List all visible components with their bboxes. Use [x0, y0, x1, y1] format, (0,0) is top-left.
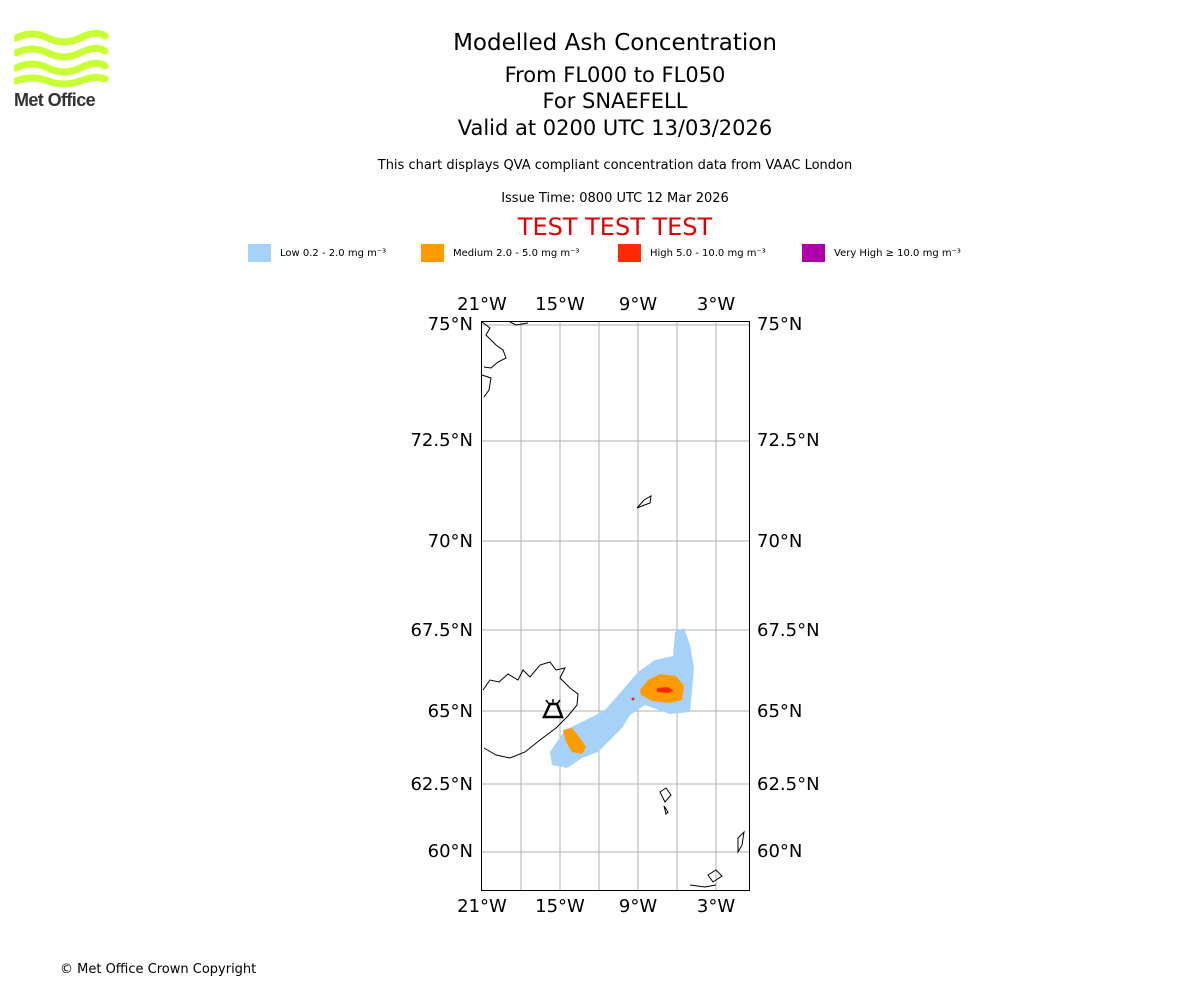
coastlines [481, 321, 745, 888]
lat-tick-right-72-5n: 72.5°N [757, 430, 820, 451]
coastline-greenland-north [481, 321, 507, 369]
lon-tick-bottom-21w: 21°W [457, 896, 507, 917]
ash-region-low [550, 628, 694, 768]
volcano-icon [542, 699, 564, 719]
legend-swatch-low [248, 244, 271, 262]
coastline-greenland-south [481, 374, 492, 398]
lat-tick-right-60n: 60°N [757, 841, 802, 862]
lat-tick-left-75n: 75°N [428, 314, 473, 335]
copyright-notice: © Met Office Crown Copyright [60, 962, 257, 977]
legend-item-very-high: Very High ≥ 10.0 mg m⁻³ [802, 244, 961, 262]
lat-tick-left-60n: 60°N [428, 841, 473, 862]
lat-tick-left-65n: 65°N [428, 701, 473, 722]
logo-text: Met Office [14, 90, 96, 110]
coastline-greenland-top [509, 321, 529, 326]
legend-label-low: Low 0.2 - 2.0 mg m⁻³ [280, 247, 387, 259]
lat-tick-right-65n: 65°N [757, 701, 802, 722]
lon-tick-bottom-3w: 3°W [697, 896, 735, 917]
coastline-scotland-north [689, 869, 723, 888]
lat-tick-left-72-5n: 72.5°N [410, 430, 473, 451]
legend-swatch-very-high [802, 244, 825, 262]
coastline-jan-mayen [636, 495, 652, 509]
lat-tick-right-75n: 75°N [757, 314, 802, 335]
lat-tick-left-62-5n: 62.5°N [410, 774, 473, 795]
lon-tick-bottom-9w: 9°W [619, 896, 657, 917]
lat-tick-left-67-5n: 67.5°N [410, 620, 473, 641]
legend-item-medium: Medium 2.0 - 5.0 mg m⁻³ [421, 244, 579, 262]
met-office-logo: Met Office [14, 30, 109, 112]
chart-title: Modelled Ash Concentration [453, 30, 777, 56]
met-office-waves-icon [14, 30, 109, 88]
coastline-iceland [482, 661, 579, 759]
lat-tick-right-62-5n: 62.5°N [757, 774, 820, 795]
flight-level-range: From FL000 to FL050 [504, 63, 726, 87]
ash-region-medium-southwest [563, 728, 586, 754]
concentration-legend: Low 0.2 - 2.0 mg m⁻³ Medium 2.0 - 5.0 mg… [0, 244, 1200, 264]
lat-tick-right-70n: 70°N [757, 531, 802, 552]
legend-label-high: High 5.0 - 10.0 mg m⁻³ [650, 247, 766, 259]
map-gridlines [482, 322, 749, 890]
coastline-faroe-islands [659, 787, 672, 815]
volcano-name: For SNAEFELL [542, 89, 688, 113]
lon-tick-top-15w: 15°W [535, 294, 585, 315]
lat-tick-left-70n: 70°N [428, 531, 473, 552]
lon-tick-top-21w: 21°W [457, 294, 507, 315]
ash-region-high [657, 687, 674, 693]
legend-label-medium: Medium 2.0 - 5.0 mg m⁻³ [453, 247, 580, 259]
lon-tick-bottom-15w: 15°W [535, 896, 585, 917]
lon-tick-top-3w: 3°W [697, 294, 735, 315]
valid-time: Valid at 0200 UTC 13/03/2026 [457, 116, 773, 140]
lon-tick-top-9w: 9°W [619, 294, 657, 315]
legend-item-high: High 5.0 - 10.0 mg m⁻³ [618, 244, 766, 262]
chart-description: This chart displays QVA compliant concen… [377, 158, 853, 173]
coastline-shetland [737, 830, 745, 854]
legend-swatch-medium [421, 244, 444, 262]
map-frame [481, 321, 750, 891]
lat-tick-right-67-5n: 67.5°N [757, 620, 820, 641]
issue-time: Issue Time: 0800 UTC 12 Mar 2026 [501, 191, 729, 206]
ash-spot-high [631, 697, 635, 701]
legend-label-very-high: Very High ≥ 10.0 mg m⁻³ [834, 247, 961, 259]
legend-item-low: Low 0.2 - 2.0 mg m⁻³ [248, 244, 386, 262]
legend-swatch-high [618, 244, 641, 262]
test-banner: TEST TEST TEST [517, 213, 713, 241]
